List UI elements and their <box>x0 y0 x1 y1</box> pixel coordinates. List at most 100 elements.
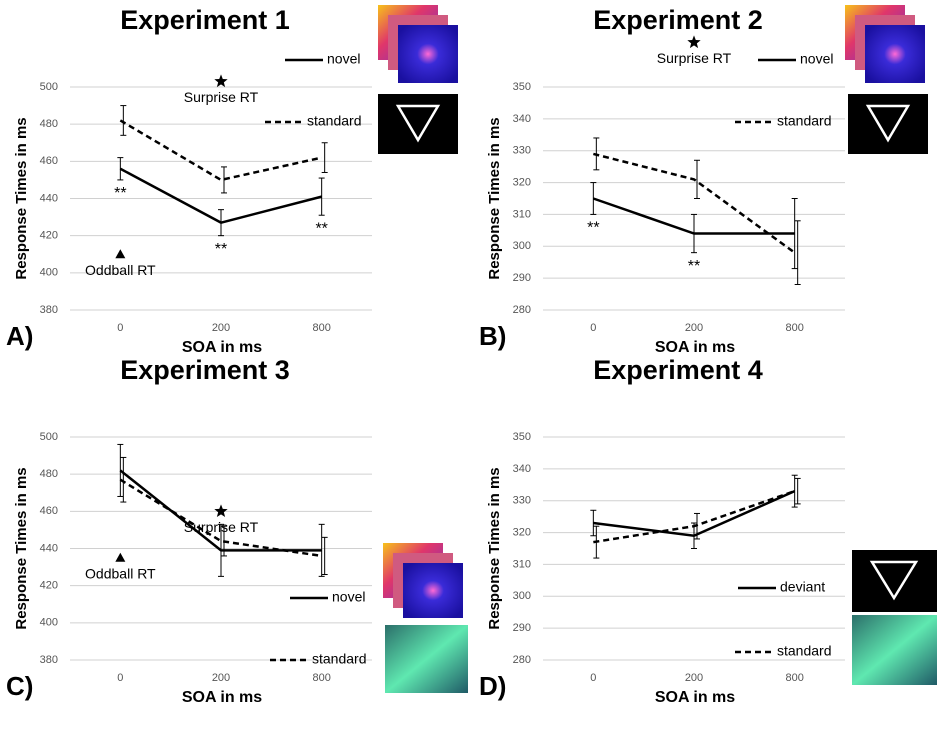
x-tick-label: 200 <box>212 672 230 684</box>
error-bar <box>794 477 801 505</box>
y-tick-label: 330 <box>513 495 531 507</box>
y-tick-label: 420 <box>40 230 58 242</box>
error-bar <box>321 536 328 576</box>
x-axis-label: SOA in ms <box>182 689 262 706</box>
y-tick-label: 280 <box>513 304 531 316</box>
error-bar <box>218 523 224 577</box>
annotation-label: Surprise RT <box>184 89 259 105</box>
panel-label: D) <box>479 671 506 701</box>
y-tick-label: 400 <box>40 617 58 629</box>
x-tick-label: 0 <box>117 322 123 334</box>
error-bar <box>117 443 124 497</box>
legend-label: deviant <box>780 579 825 595</box>
y-axis-label: Response Times in ms <box>13 117 30 279</box>
y-tick-label: 460 <box>40 155 58 167</box>
x-tick-label: 800 <box>312 322 330 334</box>
legend-label: standard <box>777 113 831 129</box>
novel-image <box>383 543 463 618</box>
legend-label: standard <box>777 643 831 659</box>
annotation-marker <box>214 504 228 517</box>
chart-title: Experiment 4 <box>593 355 763 385</box>
y-tick-label: 280 <box>513 654 531 666</box>
legend-label: novel <box>800 51 833 67</box>
y-tick-label: 310 <box>513 208 531 220</box>
panel-label: A) <box>6 321 33 351</box>
error-bar <box>791 474 798 508</box>
significance-label: ** <box>215 241 227 258</box>
error-bar <box>318 523 325 577</box>
error-bar <box>321 142 328 173</box>
legend-label: standard <box>312 651 366 667</box>
legend-label: novel <box>332 589 365 605</box>
annotation-marker <box>115 552 126 562</box>
error-bar <box>221 525 227 557</box>
series-line <box>593 152 796 254</box>
annotation-label: Surprise RT <box>184 519 259 535</box>
chart-title: Experiment 1 <box>120 5 290 35</box>
x-axis-label: SOA in ms <box>655 689 735 706</box>
standard-image <box>852 615 937 685</box>
error-bar <box>590 182 597 215</box>
chart-title: Experiment 2 <box>593 5 763 35</box>
y-tick-label: 290 <box>513 272 531 284</box>
significance-label: ** <box>315 220 327 237</box>
y-tick-label: 340 <box>513 463 531 475</box>
y-tick-label: 320 <box>513 526 531 538</box>
legend-label: standard <box>307 113 361 129</box>
y-tick-label: 420 <box>40 580 58 592</box>
y-axis-label: Response Times in ms <box>13 467 30 629</box>
x-tick-label: 0 <box>590 322 596 334</box>
y-tick-label: 460 <box>40 505 58 517</box>
y-tick-label: 380 <box>40 654 58 666</box>
y-tick-label: 440 <box>40 542 58 554</box>
error-bar <box>694 159 700 199</box>
error-bar <box>791 198 798 270</box>
novel-image <box>378 5 458 83</box>
y-tick-label: 300 <box>513 240 531 252</box>
error-bar <box>218 209 224 237</box>
y-axis-label: Response Times in ms <box>486 467 503 629</box>
annotation-label: Surprise RT <box>657 50 732 66</box>
y-tick-label: 500 <box>40 81 58 93</box>
x-tick-label: 200 <box>212 322 230 334</box>
x-tick-label: 800 <box>312 672 330 684</box>
novel-image <box>845 5 925 83</box>
error-bar <box>318 177 325 216</box>
annotation-marker <box>115 249 126 259</box>
x-tick-label: 0 <box>117 672 123 684</box>
y-tick-label: 350 <box>513 81 531 93</box>
panel-label: C) <box>6 671 33 701</box>
x-axis-label: SOA in ms <box>182 339 262 356</box>
series-line <box>593 489 796 544</box>
annotation-label: Oddball RT <box>85 565 156 581</box>
significance-label: ** <box>114 185 126 202</box>
x-tick-label: 200 <box>685 672 703 684</box>
significance-label: ** <box>688 258 700 275</box>
y-tick-label: 500 <box>40 431 58 443</box>
error-bar <box>120 456 127 503</box>
x-tick-label: 800 <box>785 322 803 334</box>
x-tick-label: 800 <box>785 672 803 684</box>
panel: Experiment 3 C) SOA in ms Response Times in… <box>6 355 372 706</box>
error-bar <box>221 166 227 194</box>
y-tick-label: 290 <box>513 622 531 634</box>
error-bar <box>590 509 597 537</box>
standard-image <box>385 625 468 693</box>
y-tick-label: 350 <box>513 431 531 443</box>
standard-image <box>378 94 458 154</box>
y-tick-label: 480 <box>40 118 58 130</box>
y-tick-label: 330 <box>513 145 531 157</box>
y-tick-label: 300 <box>513 590 531 602</box>
series-line <box>119 119 322 182</box>
series-line <box>119 478 322 558</box>
x-axis-label: SOA in ms <box>655 339 735 356</box>
error-bar <box>593 525 600 559</box>
standard-image <box>848 94 928 154</box>
panel: Experiment 4 D) SOA in ms Response Times in… <box>479 355 845 706</box>
panel-label: B) <box>479 321 506 351</box>
thumbnails <box>378 5 937 693</box>
error-bar <box>794 220 801 286</box>
panel: Experiment 1 A) SOA in ms Response Times in… <box>6 5 372 356</box>
error-bar <box>691 213 697 254</box>
